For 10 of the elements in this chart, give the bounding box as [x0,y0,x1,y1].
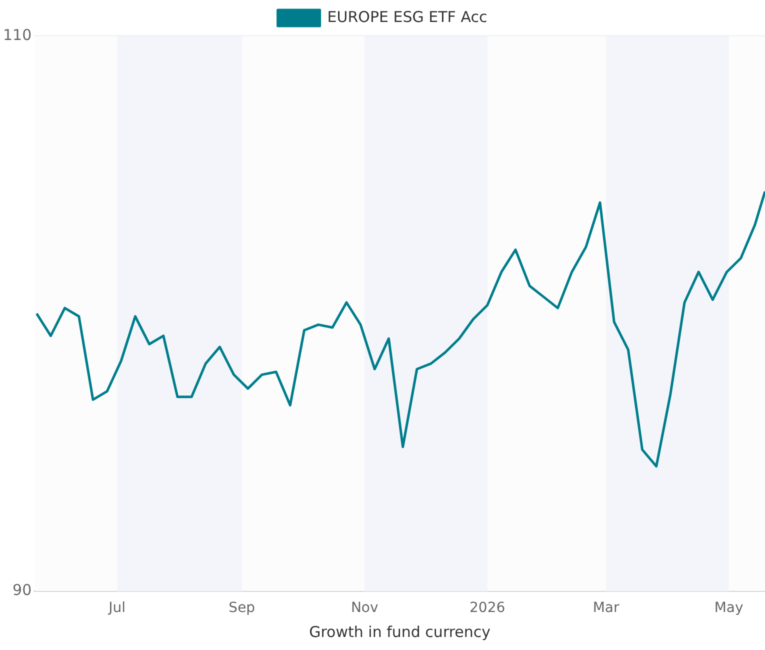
x-tick-label: Nov [350,600,378,616]
legend-label: EUROPE ESG ETF Acc [327,8,488,26]
x-tick-label: May [714,600,744,616]
y-tick-label: 90 [12,581,32,600]
x-tick-label: Sep [228,600,256,616]
x-tick-label: Jul [108,600,126,616]
x-tick-label: Mar [592,600,620,616]
x-axis-title: Growth in fund currency [309,622,491,641]
y-tick-label: 110 [2,26,32,44]
x-tick-label: 2026 [470,600,506,616]
